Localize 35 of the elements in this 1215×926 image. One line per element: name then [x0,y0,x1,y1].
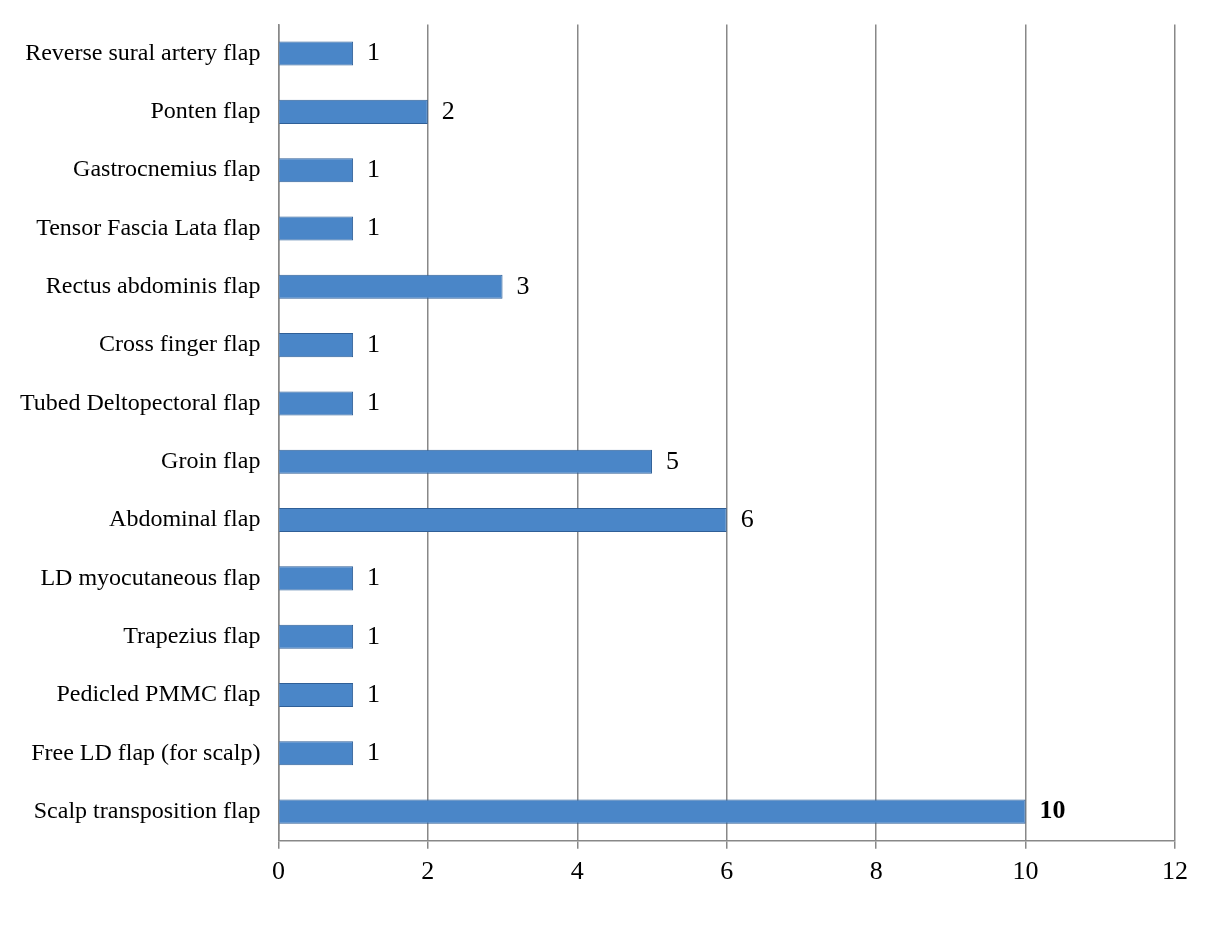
data-label: 1 [367,562,381,592]
data-label: 1 [367,620,381,650]
y-tick-label: Gastrocnemius flap [73,155,261,182]
y-tick-label: Groin flap [161,447,261,474]
y-tick-label: Cross finger flap [99,330,261,357]
y-tick-label: Tensor Fascia Lata flap [36,213,261,240]
data-label: 1 [367,37,381,67]
data-label: 6 [740,503,754,533]
x-tick-label: 6 [720,856,734,886]
x-tick-label: 0 [271,856,285,886]
y-tick-label: LD myocutaneous flap [40,563,261,590]
data-label: 1 [367,212,381,242]
data-label: 1 [367,328,381,358]
data-label: 1 [367,678,381,708]
data-label: 2 [441,95,455,125]
x-tick-label: 8 [869,856,883,886]
y-tick-label: Free LD flap (for scalp) [31,738,261,765]
x-tick-label: 4 [570,856,584,886]
data-label: 1 [367,737,381,767]
y-tick-label: Abdominal flap [109,505,261,532]
y-tick-label: Ponten flap [150,97,261,124]
y-tick-label: Scalp transposition flap [33,796,261,823]
data-label: 3 [516,270,530,300]
y-tick-label: Trapezius flap [123,622,261,648]
data-label: 5 [665,445,679,475]
x-tick-label: 2 [421,856,435,886]
x-tick-label: 10 [1012,856,1039,886]
y-tick-label: Pedicled PMMC flap [56,680,261,707]
y-tick-label: Tubed Deltopectoral flap [20,388,261,415]
y-tick-label: Rectus abdominis flap [45,272,261,299]
data-label: 1 [367,154,381,184]
data-label: 1 [367,387,381,417]
y-tick-label: Reverse sural artery flap [25,38,261,65]
x-tick-label: 12 [1162,856,1188,886]
data-label: 10 [1039,795,1066,825]
